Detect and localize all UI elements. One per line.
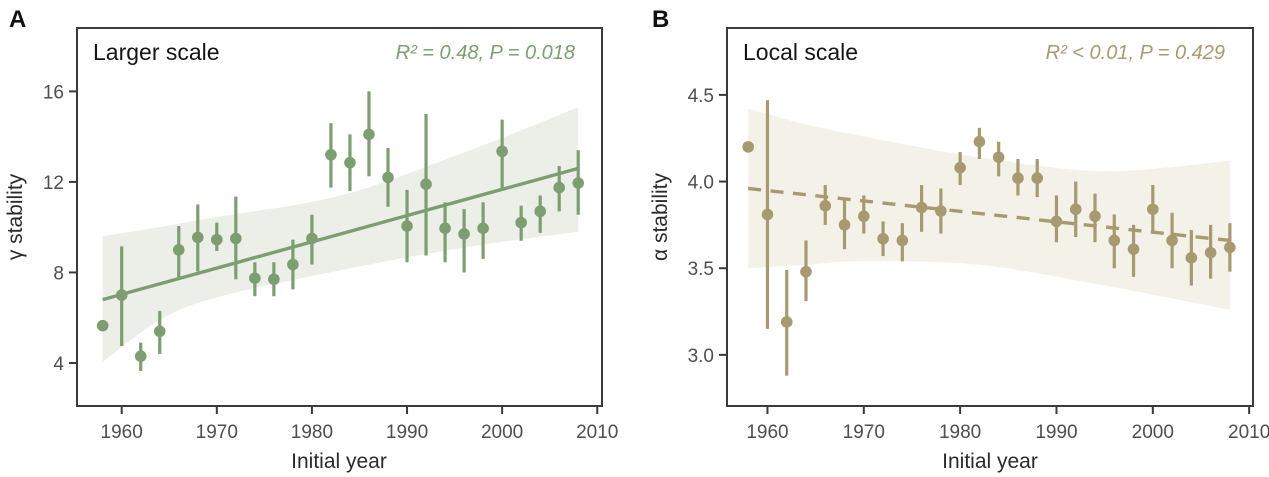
panel-a-stats: R² = 0.48, P = 0.018 bbox=[396, 42, 575, 64]
panel-b-plot: 1960 1970 1980 1990 2000 2010 3.0 3.5 4.0 4.5 B L… bbox=[649, 6, 1269, 473]
panel-b-title: Local scale bbox=[743, 39, 858, 65]
panel-b-layers bbox=[742, 100, 1236, 376]
data-point bbox=[1031, 172, 1044, 184]
panel-a-plot: 1960 1970 1980 1990 2000 2010 4 8 12 16 A Larger … bbox=[4, 6, 618, 473]
data-point bbox=[477, 222, 489, 235]
data-point bbox=[496, 145, 508, 158]
data-point bbox=[915, 201, 928, 214]
panel-a-layers bbox=[96, 91, 585, 371]
data-point bbox=[896, 234, 909, 247]
y-tick-label: 16 bbox=[43, 82, 64, 103]
x-tick-label: 1990 bbox=[386, 422, 428, 443]
x-tick-label: 1980 bbox=[939, 422, 981, 443]
data-point bbox=[230, 232, 242, 245]
panel-b-xlabel: Initial year bbox=[942, 450, 1038, 473]
confidence-band bbox=[748, 108, 1230, 310]
data-point bbox=[1204, 246, 1217, 259]
data-point bbox=[172, 244, 185, 256]
data-point bbox=[401, 220, 413, 232]
data-point bbox=[420, 178, 432, 190]
data-point bbox=[439, 222, 451, 235]
data-point bbox=[954, 161, 966, 174]
data-point bbox=[800, 265, 812, 278]
panel-a-axes: 1960 1970 1980 1990 2000 2010 4 8 12 16 bbox=[43, 27, 618, 443]
data-point bbox=[363, 128, 375, 141]
data-point bbox=[1127, 243, 1140, 255]
data-point bbox=[1108, 234, 1121, 247]
data-point bbox=[1166, 234, 1178, 247]
data-point bbox=[96, 319, 109, 332]
data-point bbox=[306, 232, 318, 245]
panel-b-axes: 1960 1970 1980 1990 2000 2010 3.0 3.5 4.0 4.5 bbox=[688, 27, 1269, 443]
panel-a-title: Larger scale bbox=[93, 39, 220, 65]
trend-line bbox=[102, 166, 579, 302]
data-point bbox=[761, 208, 774, 221]
x-tick-label: 1990 bbox=[1035, 422, 1077, 443]
data-point bbox=[1069, 203, 1082, 216]
data-point bbox=[992, 151, 1005, 164]
data-point bbox=[742, 141, 754, 153]
data-point bbox=[515, 216, 527, 229]
x-tick-label: 2010 bbox=[576, 422, 618, 443]
data-point bbox=[1224, 241, 1236, 254]
data-point bbox=[325, 148, 337, 161]
data-point bbox=[1185, 252, 1198, 264]
data-point bbox=[572, 177, 585, 189]
data-point bbox=[553, 181, 566, 194]
data-point bbox=[268, 273, 280, 286]
panel-a-letter: A bbox=[9, 6, 26, 33]
y-tick-label: 3.0 bbox=[688, 346, 714, 367]
data-point bbox=[1012, 172, 1024, 184]
x-tick-label: 2010 bbox=[1228, 422, 1269, 443]
data-point bbox=[153, 325, 166, 338]
plot-frame bbox=[726, 27, 1254, 407]
data-point bbox=[857, 210, 870, 223]
y-tick-label: 4.0 bbox=[688, 173, 714, 194]
data-point bbox=[935, 205, 947, 217]
x-tick-label: 2000 bbox=[1132, 422, 1174, 443]
y-tick-label: 12 bbox=[43, 173, 64, 194]
x-tick-label: 1970 bbox=[196, 422, 238, 443]
data-point bbox=[838, 219, 851, 231]
x-tick-label: 1980 bbox=[291, 422, 333, 443]
panel-b-stats: R² < 0.01, P = 0.429 bbox=[1046, 42, 1225, 64]
x-tick-label: 2000 bbox=[481, 422, 523, 443]
panel-b-letter: B bbox=[652, 6, 669, 33]
y-tick-label: 8 bbox=[53, 263, 64, 284]
x-tick-label: 1960 bbox=[746, 422, 788, 443]
panel-b-ylabel: α stability bbox=[649, 173, 672, 261]
data-point bbox=[1089, 210, 1101, 223]
data-point bbox=[819, 200, 832, 212]
data-point bbox=[115, 289, 128, 301]
y-tick-label: 4.5 bbox=[688, 86, 714, 107]
data-point bbox=[134, 350, 147, 363]
data-point bbox=[1147, 203, 1159, 216]
data-point bbox=[534, 205, 546, 218]
data-point bbox=[780, 316, 793, 328]
data-point bbox=[458, 228, 470, 240]
data-point bbox=[877, 232, 889, 245]
data-point bbox=[344, 156, 356, 169]
y-tick-label: 4 bbox=[53, 354, 64, 375]
data-point bbox=[973, 135, 986, 148]
y-tick-label: 3.5 bbox=[688, 259, 714, 280]
panel-a-xlabel: Initial year bbox=[291, 450, 387, 473]
data-point bbox=[191, 231, 204, 244]
x-tick-label: 1960 bbox=[101, 422, 143, 443]
data-point bbox=[1050, 215, 1063, 228]
data-point bbox=[287, 258, 299, 271]
plot-frame bbox=[76, 27, 603, 407]
data-point bbox=[382, 171, 394, 184]
data-point bbox=[211, 233, 223, 246]
panel-a-ylabel: γ stability bbox=[4, 173, 27, 260]
x-tick-label: 1970 bbox=[843, 422, 885, 443]
data-point bbox=[249, 272, 261, 284]
